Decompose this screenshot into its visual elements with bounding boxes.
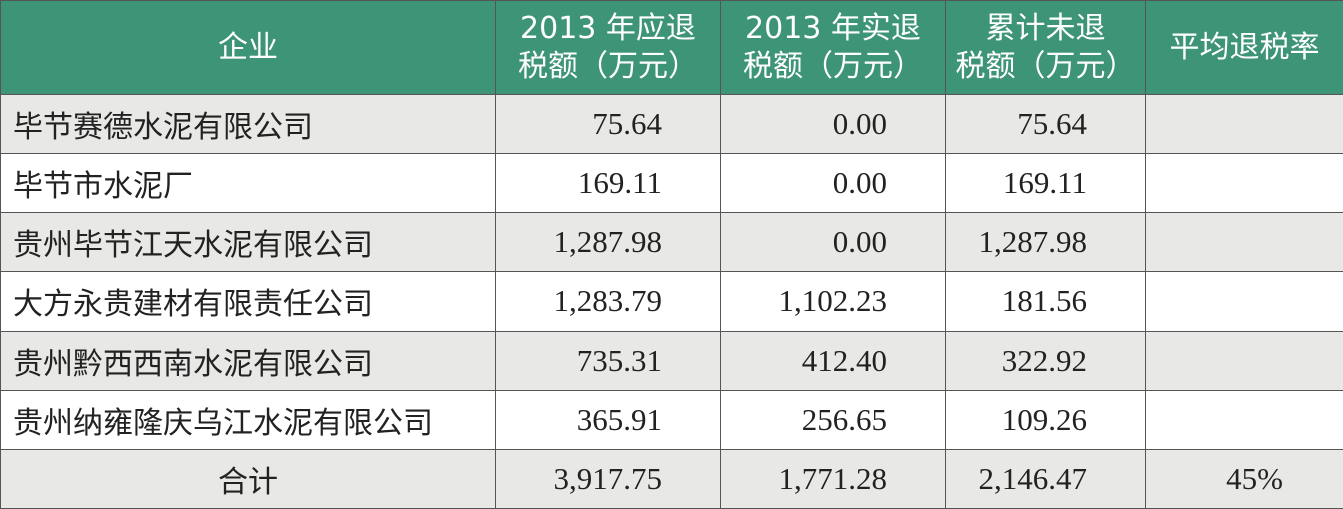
cell-text: 贵州毕节江天水泥有限公司 (13, 228, 373, 264)
data-row: 大方永贵建材有限责任公司 1,283.79 1,102.23 181.56 (0, 271, 1343, 332)
data-row: 贵州毕节江天水泥有限公司 1,287.98 0.00 1,287.98 (0, 212, 1343, 273)
header-text: 税额（万元） (955, 48, 1136, 84)
cell-text: 75.64 (592, 106, 662, 142)
cell-text: 0.00 (832, 106, 887, 142)
cell: 365.91 (495, 389, 721, 450)
header-text: 平均退税率 (1169, 29, 1320, 65)
cell-text: 365.91 (576, 401, 662, 437)
cell: 1,771.28 (720, 448, 946, 509)
cell (1145, 212, 1343, 273)
cell (1145, 271, 1343, 332)
data-row: 贵州纳雍隆庆乌江水泥有限公司 365.91 256.65 109.26 (0, 389, 1343, 450)
header-text: 税额（万元） (518, 48, 698, 84)
cell: 412.40 (720, 330, 946, 391)
cell: 45% (1145, 448, 1343, 509)
cell-text: 735.31 (576, 342, 662, 378)
cell-text: 大方永贵建材有限责任公司 (13, 287, 373, 323)
cell-text: 毕节市水泥厂 (13, 169, 193, 205)
cell-text: 1,287.98 (553, 224, 663, 260)
cell: 贵州黔西西南水泥有限公司 (0, 330, 496, 391)
cell: 合计 (0, 448, 496, 509)
cell: 169.11 (495, 153, 721, 214)
cell-text: 1,283.79 (553, 283, 663, 319)
data-row: 毕节赛德水泥有限公司 75.64 0.00 75.64 (0, 93, 1343, 155)
cell (1145, 93, 1343, 155)
cell-text: 0.00 (832, 224, 887, 260)
cell (1145, 330, 1343, 391)
cell: 109.26 (945, 389, 1146, 450)
header-text: 税额（万元） (743, 48, 923, 84)
header-text: 2013 年应退 (520, 10, 696, 46)
cell: 1,287.98 (495, 212, 721, 273)
table-body: 毕节赛德水泥有限公司 75.64 0.00 75.64 毕节市水泥厂 169.11 0.00… (0, 93, 1343, 509)
cell: 322.92 (945, 330, 1146, 391)
data-row: 贵州黔西西南水泥有限公司 735.31 412.40 322.92 (0, 330, 1343, 391)
header-text: 累计未退 (985, 10, 1106, 46)
cell-text: 322.92 (1001, 342, 1087, 378)
cell: 毕节市水泥厂 (0, 153, 496, 214)
cell-text: 45% (1226, 460, 1283, 496)
cell: 256.65 (720, 389, 946, 450)
cell: 169.11 (945, 153, 1146, 214)
header-cell: 企业 (0, 0, 496, 95)
header-cell: 2013 年实退 税额（万元） (720, 0, 946, 95)
cell-text: 412.40 (801, 342, 887, 378)
cell: 0.00 (720, 93, 946, 155)
cell-text: 1,102.23 (778, 283, 888, 319)
cell-text: 0.00 (832, 165, 887, 201)
cell: 1,102.23 (720, 271, 946, 332)
cell-text: 2,146.47 (978, 460, 1088, 496)
cell (1145, 389, 1343, 450)
cell: 3,917.75 (495, 448, 721, 509)
cell: 贵州纳雍隆庆乌江水泥有限公司 (0, 389, 496, 450)
cell-text: 181.56 (1001, 283, 1087, 319)
cell: 0.00 (720, 212, 946, 273)
header-cell: 2013 年应退 税额（万元） (495, 0, 721, 95)
cell-text: 贵州纳雍隆庆乌江水泥有限公司 (13, 405, 433, 441)
header-text: 企业 (218, 29, 278, 65)
cell-text: 毕节赛德水泥有限公司 (13, 110, 313, 146)
cell-text: 169.11 (1002, 165, 1087, 201)
cell-text: 3,917.75 (553, 460, 663, 496)
cell-text: 109.26 (1001, 401, 1087, 437)
cell: 75.64 (495, 93, 721, 155)
cell: 181.56 (945, 271, 1146, 332)
cell: 2,146.47 (945, 448, 1146, 509)
cell-text: 贵州黔西西南水泥有限公司 (13, 346, 373, 382)
header-cell: 平均退税率 (1145, 0, 1343, 95)
cell (1145, 153, 1343, 214)
cell-text: 256.65 (801, 401, 887, 437)
total-row: 合计 3,917.75 1,771.28 2,146.47 45% (0, 448, 1343, 509)
header-cell: 累计未退 税额（万元） (945, 0, 1146, 95)
cell-text: 1,771.28 (778, 460, 888, 496)
data-row: 毕节市水泥厂 169.11 0.00 169.11 (0, 153, 1343, 214)
cell: 毕节赛德水泥有限公司 (0, 93, 496, 155)
header-row: 企业 2013 年应退 税额（万元） 2013 年实退 税额（万元） 累计未退 税额（万元）… (0, 0, 1343, 95)
cell-text: 1,287.98 (978, 224, 1088, 260)
cell-text: 75.64 (1017, 106, 1087, 142)
cell: 1,283.79 (495, 271, 721, 332)
cell: 735.31 (495, 330, 721, 391)
cell: 0.00 (720, 153, 946, 214)
cell-text: 合计 (218, 464, 278, 500)
cell: 贵州毕节江天水泥有限公司 (0, 212, 496, 273)
cell: 大方永贵建材有限责任公司 (0, 271, 496, 332)
cell: 75.64 (945, 93, 1146, 155)
header-text: 2013 年实退 (745, 10, 921, 46)
cell: 1,287.98 (945, 212, 1146, 273)
cell-text: 169.11 (577, 165, 662, 201)
